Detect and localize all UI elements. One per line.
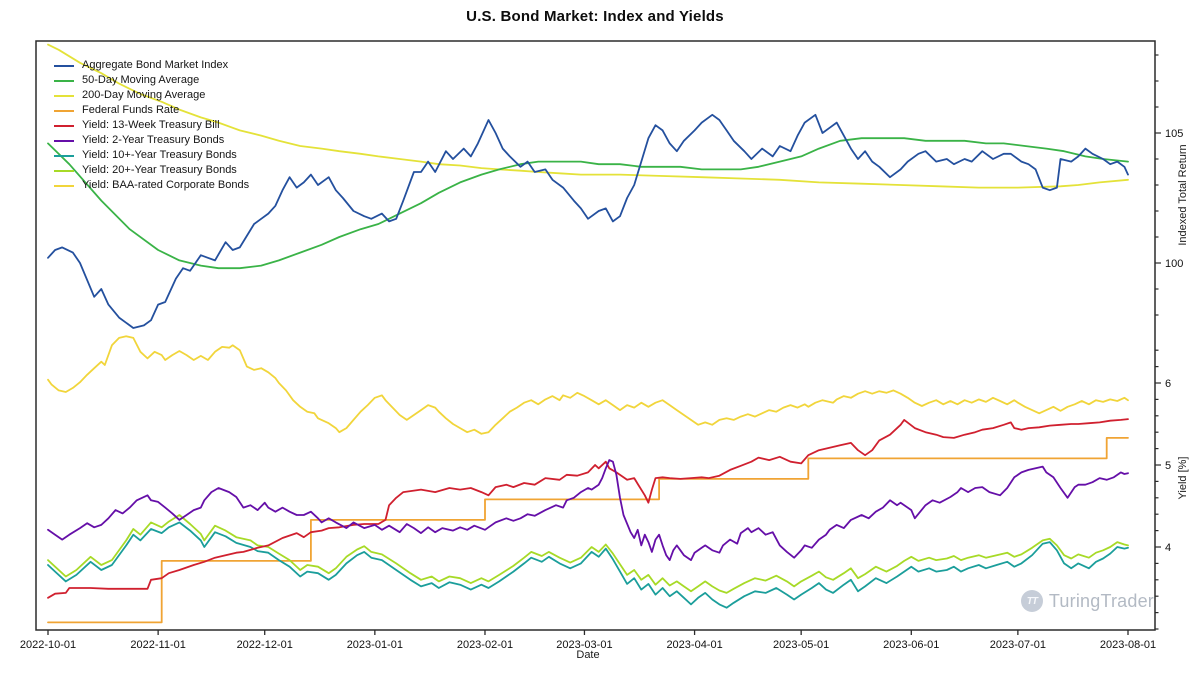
series-line-yield-13-week-treasury-bill <box>47 418 1129 599</box>
legend-swatch <box>54 154 74 157</box>
series-line-yield-10-year-treasury-bonds <box>47 521 1129 609</box>
legend-item-10plus-year-bonds: Yield: 10+-Year Treasury Bonds <box>54 148 249 163</box>
legend-item-aggregate-index: Aggregate Bond Market Index <box>54 58 249 73</box>
x-axis-tick-label: 2023-03-01 <box>556 639 612 651</box>
legend-item-200day-ma: 200-Day Moving Average <box>54 88 249 103</box>
chart-title: U.S. Bond Market: Index and Yields <box>466 8 724 25</box>
legend-item-13week-tbill: Yield: 13-Week Treasury Bill <box>54 118 249 133</box>
x-axis-tick-label: 2023-02-01 <box>457 639 513 651</box>
yield-axis-tick-label: 5 <box>1165 460 1171 472</box>
legend-swatch <box>54 64 74 67</box>
legend-label: 200-Day Moving Average <box>82 89 206 101</box>
x-axis-tick-label: 2023-07-01 <box>990 639 1046 651</box>
series-line-aggregate-bond-market-index <box>47 113 1129 329</box>
x-axis-tick-label: 2022-10-01 <box>20 639 76 651</box>
index-axis-tick-label: 105 <box>1165 128 1183 140</box>
yield-axis-tick-label: 6 <box>1165 378 1171 390</box>
x-axis-tick-label: 2023-08-01 <box>1100 639 1156 651</box>
chart-legend: Aggregate Bond Market Index 50-Day Movin… <box>54 58 249 193</box>
index-axis-tick-label: 100 <box>1165 258 1183 270</box>
legend-swatch <box>54 139 74 142</box>
legend-swatch <box>54 79 74 82</box>
legend-label: Federal Funds Rate <box>82 104 180 116</box>
right-axis-title-yield-percent: Yield [%] <box>1177 456 1189 500</box>
legend-swatch <box>54 94 74 97</box>
series-line-yield-20-year-treasury-bonds <box>47 514 1129 594</box>
legend-swatch <box>54 109 74 112</box>
legend-label: Yield: 13-Week Treasury Bill <box>82 119 220 131</box>
turingtrader-logo-icon: TT <box>1020 590 1043 612</box>
legend-label: Yield: 20+-Year Treasury Bonds <box>82 164 237 176</box>
turingtrader-logo-text: TuringTrader <box>1048 590 1154 611</box>
legend-item-50day-ma: 50-Day Moving Average <box>54 73 249 88</box>
legend-item-2year-bonds: Yield: 2-Year Treasury Bonds <box>54 133 249 148</box>
plot-border <box>35 40 1156 631</box>
legend-item-baa-corporate: Yield: BAA-rated Corporate Bonds <box>54 178 249 193</box>
legend-label: Yield: 2-Year Treasury Bonds <box>82 134 225 146</box>
turingtrader-watermark: TT TuringTrader <box>1020 590 1154 612</box>
x-axis-tick-label: 2023-01-01 <box>347 639 403 651</box>
legend-swatch <box>54 124 74 127</box>
x-axis-title-date: Date <box>576 649 600 661</box>
yield-axis-tick-label: 4 <box>1165 542 1171 554</box>
right-axis-title-indexed-total-return: Indexed Total Return <box>1177 144 1189 246</box>
legend-label: Yield: BAA-rated Corporate Bonds <box>82 179 250 191</box>
series-line-200-day-moving-average <box>47 43 1129 189</box>
series-line-yield-2-year-treasury-bonds <box>47 459 1129 561</box>
legend-item-20plus-year-bonds: Yield: 20+-Year Treasury Bonds <box>54 163 249 178</box>
legend-swatch <box>54 184 74 187</box>
legend-label: Yield: 10+-Year Treasury Bonds <box>82 149 237 161</box>
legend-label: 50-Day Moving Average <box>82 74 200 86</box>
series-line-federal-funds-rate <box>47 436 1129 624</box>
series-line-50-day-moving-average <box>47 137 1129 270</box>
x-axis-tick-label: 2023-04-01 <box>666 639 722 651</box>
series-line-yield-baa-rated-corporate-bonds <box>47 335 1129 435</box>
legend-label: Aggregate Bond Market Index <box>82 59 229 71</box>
x-axis-tick-label: 2023-05-01 <box>773 639 829 651</box>
legend-item-fed-funds: Federal Funds Rate <box>54 103 249 118</box>
x-axis-tick-label: 2022-12-01 <box>237 639 293 651</box>
x-axis-tick-label: 2022-11-01 <box>130 639 185 651</box>
x-axis-tick-label: 2023-06-01 <box>883 639 939 651</box>
legend-swatch <box>54 169 74 172</box>
